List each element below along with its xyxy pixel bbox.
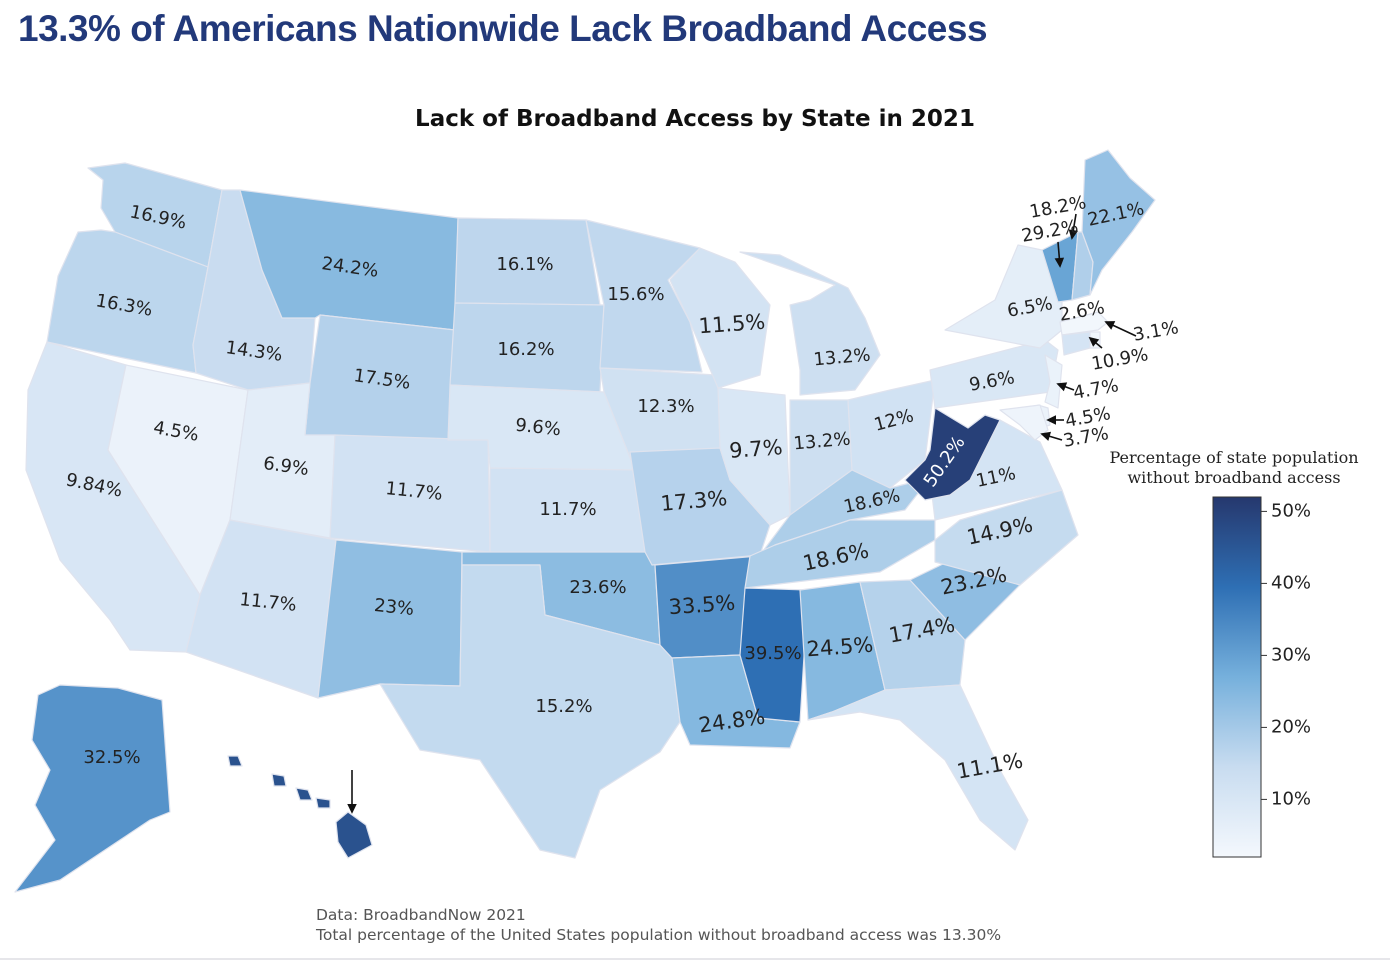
state-ga xyxy=(859,579,966,691)
state-label-nh: 18.2% xyxy=(1028,192,1088,223)
state-nm xyxy=(317,539,463,699)
state-hi xyxy=(227,755,373,859)
callout-arrowhead-nj xyxy=(1056,382,1068,392)
callout-arrowhead-ri xyxy=(1104,321,1116,330)
state-md xyxy=(999,404,1049,441)
state-label-hi: 46.2% xyxy=(313,747,370,768)
callout-arrowhead-hi xyxy=(347,803,357,814)
state-label-mn: 15.6% xyxy=(607,284,664,305)
legend-title: Percentage of state population without b… xyxy=(1098,448,1370,488)
state-mi xyxy=(739,251,881,396)
state-label-nj: 4.7% xyxy=(1072,375,1121,404)
state-ma xyxy=(1059,311,1109,336)
state-wv xyxy=(904,407,1001,501)
state-label-nm: 23% xyxy=(373,595,415,620)
state-label-mo: 17.3% xyxy=(660,486,729,516)
state-me xyxy=(1081,149,1156,296)
state-label-ne: 9.6% xyxy=(514,415,562,441)
headline: 13.3% of Americans Nationwide Lack Broad… xyxy=(18,8,988,49)
legend-title-line1: Percentage of state population xyxy=(1109,448,1359,467)
state-label-ms: 39.5% xyxy=(744,643,801,664)
source-note: Data: BroadbandNow 2021 Total percentage… xyxy=(316,905,1001,945)
source-line1: Data: BroadbandNow 2021 xyxy=(316,906,526,924)
state-label-ia: 12.3% xyxy=(637,396,694,417)
map-title: Lack of Broadband Access by State in 202… xyxy=(415,106,975,132)
state-label-il: 9.7% xyxy=(728,435,783,463)
legend-title-line2: without broadband access xyxy=(1127,468,1341,487)
colorbar-tick-label: 10% xyxy=(1271,788,1311,809)
colorbar: 50% 40% 30% 20% 10% xyxy=(1212,496,1311,858)
state-wi xyxy=(669,247,771,389)
state-label-tx: 15.2% xyxy=(535,696,592,717)
colorbar-tick-label: 50% xyxy=(1271,500,1311,521)
state-label-wi: 11.5% xyxy=(698,310,766,339)
callout-arrowhead-vt xyxy=(1054,257,1065,268)
callout-arrowhead-ct xyxy=(1088,336,1100,347)
state-fl xyxy=(807,684,1029,851)
state-ms xyxy=(739,587,809,723)
state-label-in: 13.2% xyxy=(793,429,852,455)
state-label-nd: 16.1% xyxy=(496,254,553,275)
source-line2: Total percentage of the United States po… xyxy=(316,926,1002,944)
state-label-ks: 11.7% xyxy=(539,499,596,520)
state-il xyxy=(717,387,791,526)
state-label-ak: 32.5% xyxy=(83,747,140,768)
state-label-ct: 10.9% xyxy=(1090,344,1150,375)
colorbar-tick-label: 20% xyxy=(1271,716,1311,737)
state-ct xyxy=(1061,331,1091,356)
state-label-mi: 13.2% xyxy=(813,345,872,371)
colorbar-tick-label: 30% xyxy=(1271,644,1311,665)
state-label-ok: 23.6% xyxy=(569,577,626,598)
state-nj xyxy=(1044,354,1063,409)
callout-arrowhead-nh xyxy=(1068,229,1079,240)
colorbar-tick-label: 40% xyxy=(1271,572,1311,593)
state-ak xyxy=(14,684,171,893)
state-label-al: 24.5% xyxy=(806,633,874,662)
state-label-ri: 3.1% xyxy=(1132,317,1181,346)
callout-arrowhead-de xyxy=(1046,415,1056,425)
state-label-sd: 16.2% xyxy=(497,339,554,360)
callout-arrowhead-md xyxy=(1040,431,1052,441)
state-label-ar: 33.5% xyxy=(668,591,736,620)
bottom-divider xyxy=(0,958,1390,960)
state-nc xyxy=(934,489,1079,586)
state-tn xyxy=(744,519,936,589)
